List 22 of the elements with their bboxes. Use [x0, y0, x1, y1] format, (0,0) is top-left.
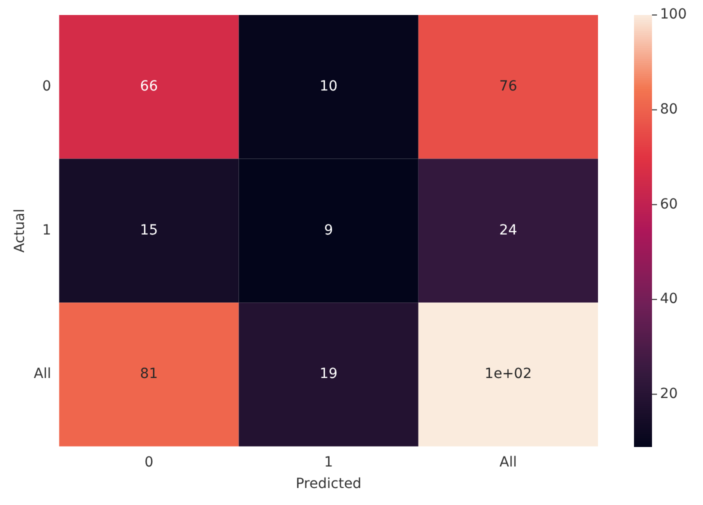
color-bar-label: 60	[660, 196, 678, 212]
color-bar-label: 80	[660, 101, 678, 118]
x-tick-label: 1	[324, 454, 334, 470]
data-label: 1e+02	[484, 366, 532, 382]
y-tick-label: 0	[42, 78, 52, 95]
data-label: 19	[320, 366, 338, 382]
x-axis-title: Predicted	[296, 476, 362, 492]
color-bar-label: 20	[660, 386, 678, 402]
y-tick-label: All	[34, 366, 52, 382]
y-tick-label: 1	[42, 222, 52, 238]
data-label: 15	[140, 222, 158, 238]
data-label: 24	[499, 222, 518, 238]
data-label: 10	[320, 78, 338, 95]
data-label: 76	[499, 78, 518, 95]
x-tick-label: All	[500, 454, 517, 470]
y-axis-title: Actual	[12, 208, 28, 253]
color-bar-label: 40	[660, 291, 678, 308]
x-tick-label: 0	[144, 454, 154, 470]
color-bar-label: 100	[660, 6, 687, 23]
data-label: 66	[140, 78, 158, 95]
data-label: 9	[324, 222, 334, 238]
data-label: 81	[140, 366, 158, 382]
